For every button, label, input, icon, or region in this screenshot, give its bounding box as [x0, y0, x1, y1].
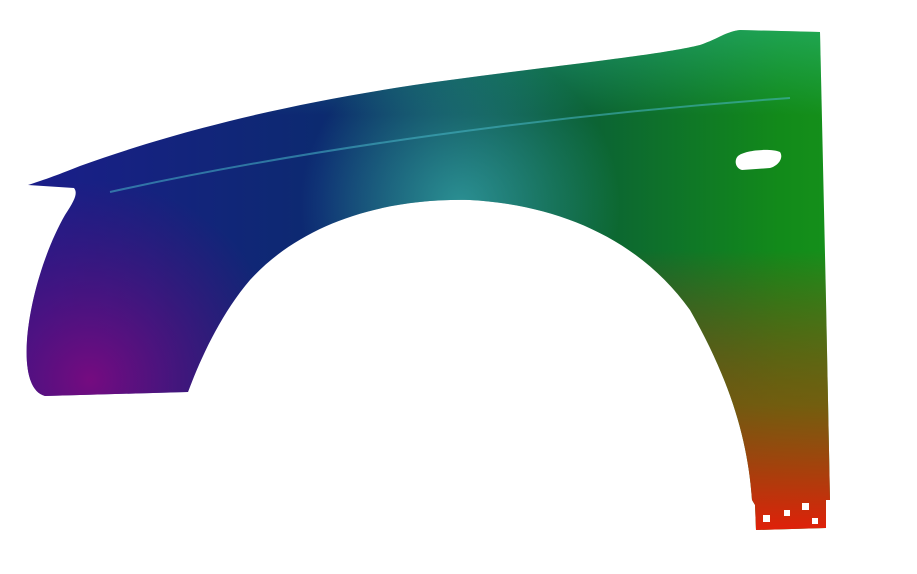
mirror-slot-hole — [735, 149, 782, 170]
body-crease-line — [109, 97, 791, 193]
mounting-bracket-holes — [763, 503, 818, 524]
